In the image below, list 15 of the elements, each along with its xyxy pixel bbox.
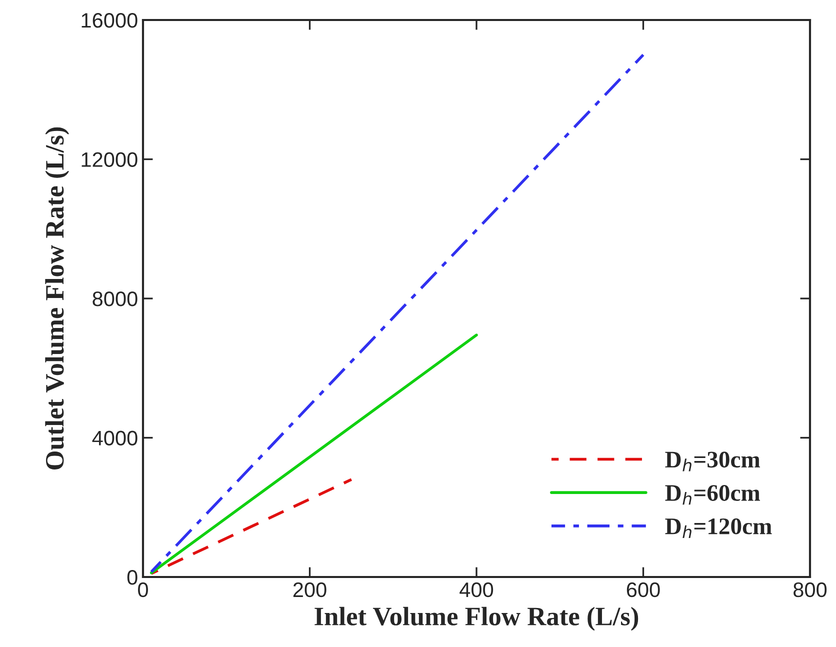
x-axis-title: Inlet Volume Flow Rate (L/s) (314, 606, 638, 631)
x-tick-label: 400 (460, 582, 494, 598)
legend-label: D$_{h}$=120cm (665, 518, 772, 538)
y-tick-label: 4000 (92, 430, 138, 446)
y-axis-title: Outlet Volume Flow Rate (L/s) (45, 127, 70, 470)
y-tick-label: 0 (127, 570, 138, 585)
x-tick-label: 200 (293, 582, 326, 598)
legend-label: D$_{h}$=60cm (665, 485, 760, 505)
y-tick-label: 12000 (82, 152, 138, 168)
x-tick-label: 0 (138, 582, 148, 598)
legend-label: D$_{h}$=30cm (665, 452, 760, 472)
x-tick-label: 800 (794, 582, 827, 598)
x-tick-label: 600 (626, 582, 660, 598)
y-tick-label: 16000 (82, 13, 138, 28)
y-tick-label: 8000 (92, 292, 138, 306)
